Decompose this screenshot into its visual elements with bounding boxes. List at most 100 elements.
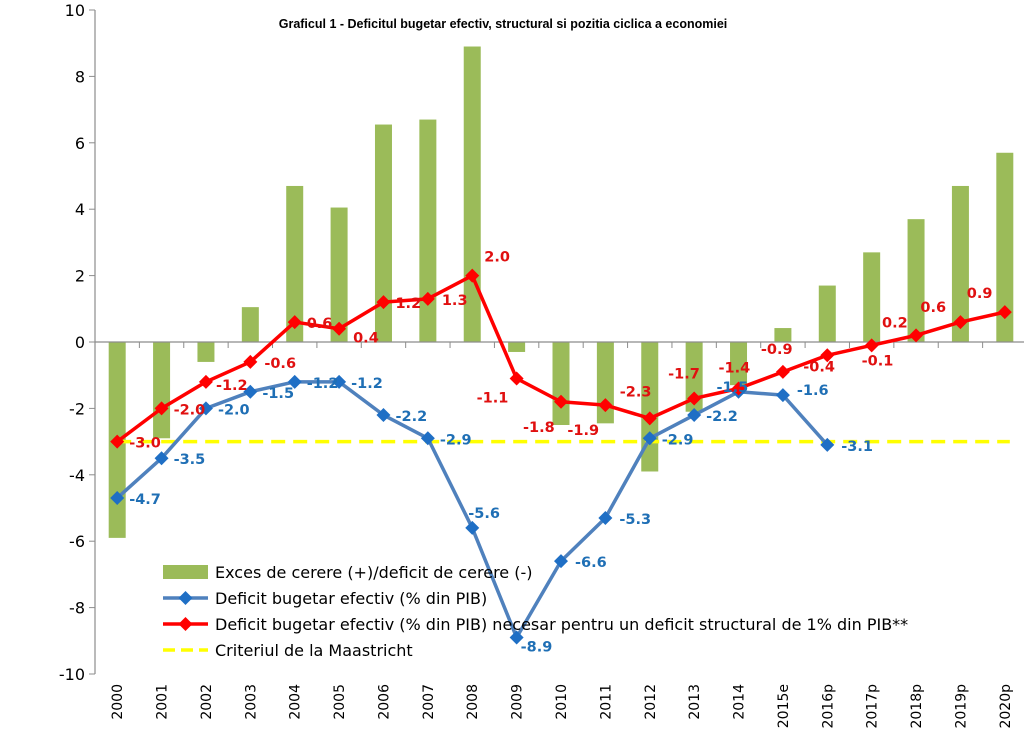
- deficit-necesar-data-label: 0.9: [967, 286, 993, 302]
- deficit-necesar-data-label: -0.1: [862, 353, 894, 369]
- bar: [774, 328, 792, 342]
- bar: [153, 342, 171, 439]
- deficit-necesar-marker: [287, 315, 302, 330]
- bar: [951, 185, 969, 342]
- x-tick-label: 2005: [332, 684, 348, 720]
- x-tick-label: 2014: [732, 684, 748, 720]
- x-tick-label: 2013: [687, 684, 703, 720]
- deficit-necesar-marker: [154, 401, 169, 416]
- deficit-efectiv-data-label: -1.5: [262, 386, 294, 402]
- deficit-necesar-marker: [376, 295, 391, 310]
- deficit-necesar-data-label: -1.4: [719, 360, 751, 376]
- deficit-necesar-marker: [598, 398, 613, 413]
- bar: [508, 342, 526, 352]
- x-tick-label: 2007: [421, 684, 437, 720]
- deficit-necesar-marker: [775, 364, 790, 379]
- deficit-necesar-marker: [420, 291, 435, 306]
- y-tick-label: -2: [69, 399, 85, 418]
- deficit-necesar-data-label: 1.3: [442, 293, 468, 309]
- bar: [685, 342, 703, 412]
- deficit-efectiv-marker: [598, 510, 613, 525]
- legend: Exces de cerere (+)/deficit de cerere (-…: [163, 563, 908, 660]
- x-tick-label: 2016p: [820, 684, 836, 729]
- y-tick-label: -4: [69, 466, 85, 485]
- deficit-efectiv-data-label: -1.2: [307, 376, 339, 392]
- deficit-necesar-data-label: -1.2: [216, 378, 248, 394]
- deficit-efectiv-marker: [420, 431, 435, 446]
- deficit-necesar-data-label: -1.8: [523, 420, 555, 436]
- bar: [286, 185, 304, 342]
- x-tick-label: 2012: [643, 684, 659, 720]
- deficit-efectiv-data-label: -2.9: [662, 432, 694, 448]
- legend-label: Criteriul de la Maastricht: [215, 641, 413, 660]
- deficit-efectiv-marker: [332, 374, 347, 389]
- deficit-necesar-marker: [509, 371, 524, 386]
- line-series: [110, 268, 1012, 645]
- y-tick-label: 2: [75, 267, 85, 286]
- deficit-necesar-data-label: -3.0: [129, 436, 161, 452]
- legend-label: Exces de cerere (+)/deficit de cerere (-…: [215, 563, 532, 582]
- legend-swatch-marker: [178, 617, 193, 631]
- deficit-necesar-data-label: -2.3: [620, 384, 652, 400]
- x-tick-label: 2010: [554, 684, 570, 720]
- bar: [197, 342, 215, 362]
- deficit-necesar-data-label: -0.4: [803, 359, 835, 375]
- deficit-necesar-marker: [731, 381, 746, 396]
- deficit-necesar-marker: [820, 348, 835, 363]
- deficit-efectiv-data-label: -1.6: [797, 383, 829, 399]
- bar-series: [108, 46, 1014, 538]
- deficit-necesar-marker: [953, 315, 968, 330]
- deficit-necesar-data-label: -1.1: [477, 391, 509, 407]
- legend-label: Deficit bugetar efectiv (% din PIB) nece…: [215, 615, 908, 634]
- deficit-efectiv-marker: [687, 408, 702, 423]
- deficit-efectiv-data-label: -1.5: [717, 380, 749, 396]
- y-tick-label: 4: [75, 200, 85, 219]
- bar: [996, 152, 1014, 342]
- deficit-efectiv-marker: [775, 388, 790, 403]
- deficit-necesar-data-label: 0.4: [353, 331, 379, 347]
- legend-swatch-bar: [163, 565, 208, 579]
- bar: [374, 124, 392, 342]
- deficit-efectiv-data-label: -2.2: [395, 409, 427, 425]
- deficit-efectiv-marker: [820, 437, 835, 452]
- x-tick-label: 2018p: [909, 684, 925, 729]
- deficit-necesar-marker: [110, 434, 125, 449]
- bar: [730, 342, 748, 386]
- deficit-necesar-marker: [198, 374, 213, 389]
- legend-label: Deficit bugetar efectiv (% din PIB): [215, 589, 487, 608]
- deficit-necesar-data-label: 1.2: [395, 296, 421, 312]
- deficit-efectiv-data-label: -1.2: [351, 376, 383, 392]
- deficit-efectiv-data-label: -5.6: [468, 506, 500, 522]
- y-tick-label: 10: [65, 1, 85, 20]
- x-tick-label: 2001: [155, 684, 171, 720]
- deficit-efectiv-data-label: -6.6: [575, 555, 607, 571]
- y-tick-label: -10: [59, 665, 85, 684]
- deficit-efectiv-marker: [154, 451, 169, 466]
- deficit-efectiv-data-label: -8.9: [521, 639, 553, 655]
- deficit-necesar-data-label: 2.0: [484, 250, 510, 266]
- deficit-efectiv-marker: [376, 408, 391, 423]
- x-tick-label: 2008: [465, 684, 481, 720]
- deficit-necesar-marker: [997, 305, 1012, 320]
- x-tick-label: 2000: [110, 684, 126, 720]
- x-tick-label: 2009: [510, 684, 526, 720]
- deficit-efectiv-marker: [642, 431, 657, 446]
- x-tick-label: 2002: [199, 684, 215, 720]
- x-tick-label: 2020p: [998, 684, 1014, 729]
- bar: [241, 307, 259, 342]
- deficit-necesar-data-label: -0.6: [264, 356, 296, 372]
- deficit-necesar-marker: [909, 328, 924, 343]
- bar: [552, 342, 570, 425]
- x-tick-label: 2004: [288, 684, 304, 720]
- axes: 10 8 6 4 2 0 -2 -4 -6 -8 -10 2000 2001 2002 2003 2004 20…: [59, 1, 1024, 729]
- deficit-necesar-data-label: -1.9: [567, 423, 599, 439]
- bar: [330, 207, 348, 342]
- chart-title: Graficul 1 - Deficitul bugetar efectiv, …: [279, 17, 728, 31]
- deficit-necesar-data-label: -2.0: [174, 402, 206, 418]
- deficit-necesar-marker: [465, 268, 480, 283]
- x-tick-label: 2015e: [776, 684, 792, 728]
- deficit-efectiv-data-label: -2.0: [218, 402, 250, 418]
- deficit-necesar-marker: [554, 394, 568, 409]
- x-tick-label: 2011: [598, 684, 614, 720]
